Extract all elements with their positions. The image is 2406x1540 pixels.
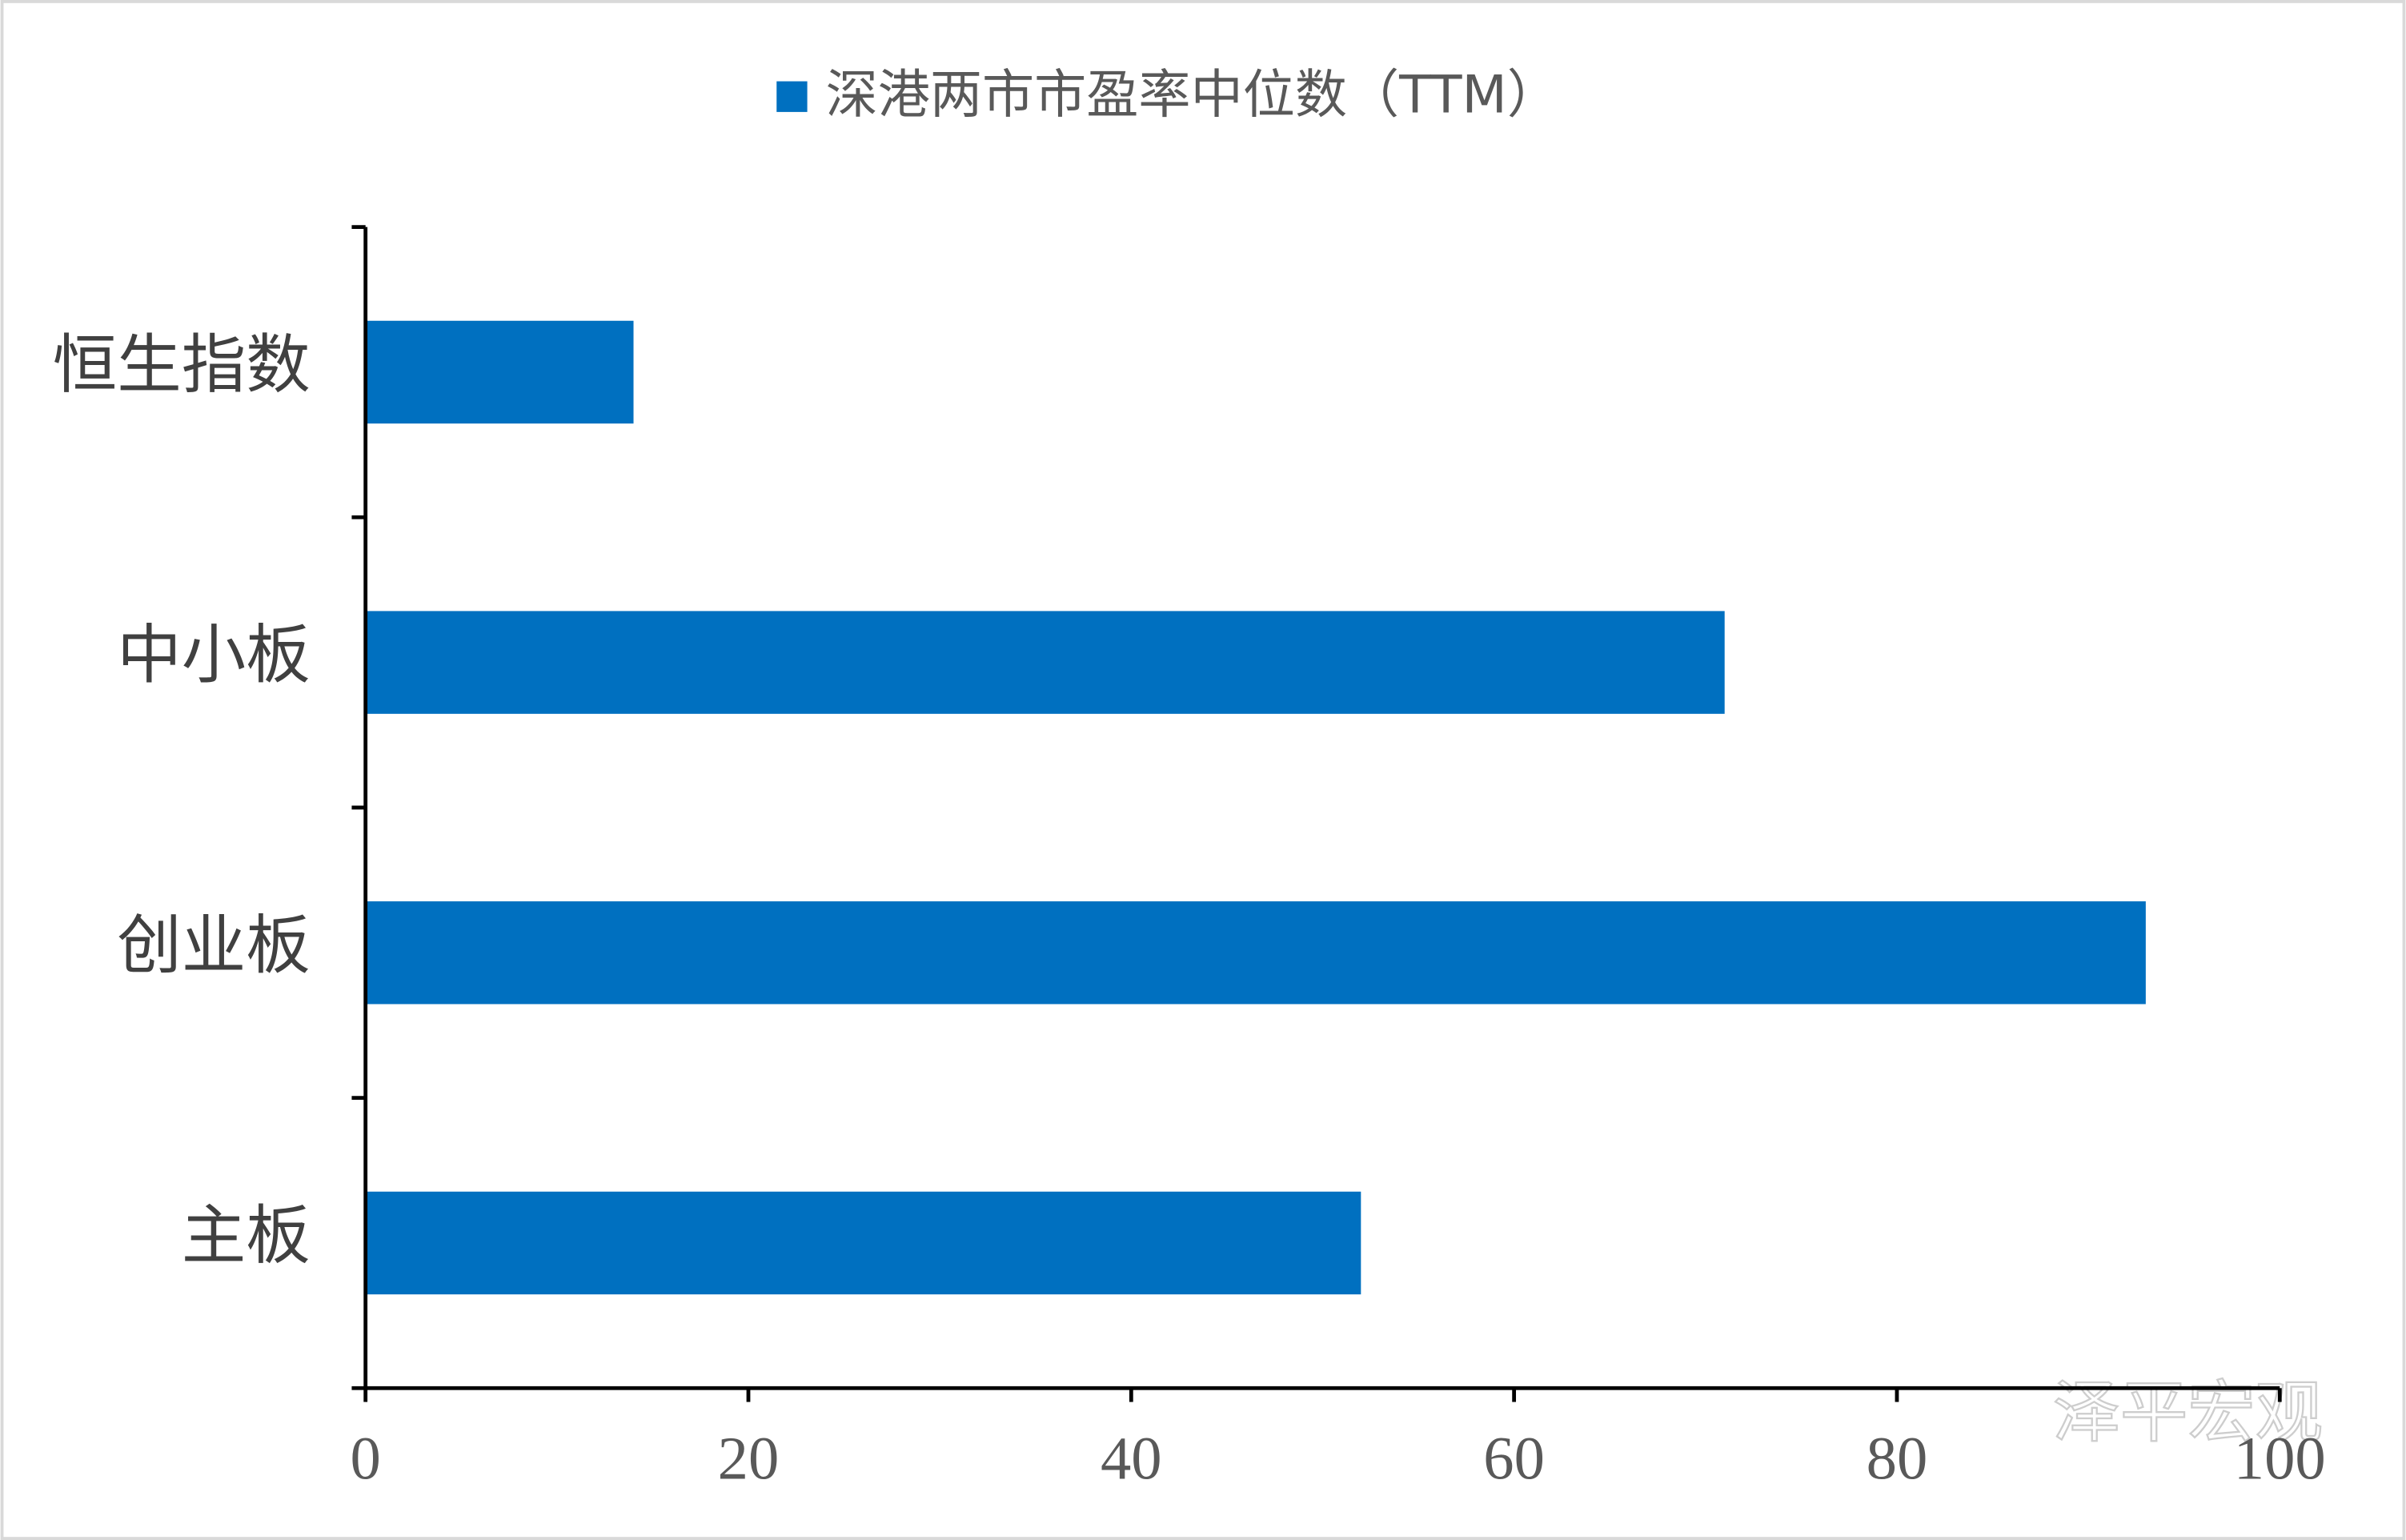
bar — [365, 1191, 1361, 1295]
bar — [365, 611, 1725, 714]
x-tick-label: 0 — [351, 1425, 381, 1493]
y-tick-label: 恒生指数 — [53, 330, 311, 401]
x-tick-label: 40 — [1101, 1425, 1162, 1493]
x-tick-label: 20 — [718, 1425, 780, 1493]
legend-swatch — [776, 81, 808, 112]
x-tick-label: 60 — [1483, 1425, 1545, 1493]
x-tick-label: 80 — [1867, 1425, 1928, 1493]
legend-label: 深港两市市盈率中位数（TTM） — [826, 66, 1559, 126]
bar — [365, 320, 634, 424]
bar — [365, 901, 2146, 1005]
y-tick-label: 主板 — [182, 1201, 311, 1272]
x-tick-label: 100 — [2234, 1425, 2326, 1493]
y-tick-label: 中小板 — [117, 620, 310, 692]
y-tick-label: 创业板 — [117, 911, 310, 982]
